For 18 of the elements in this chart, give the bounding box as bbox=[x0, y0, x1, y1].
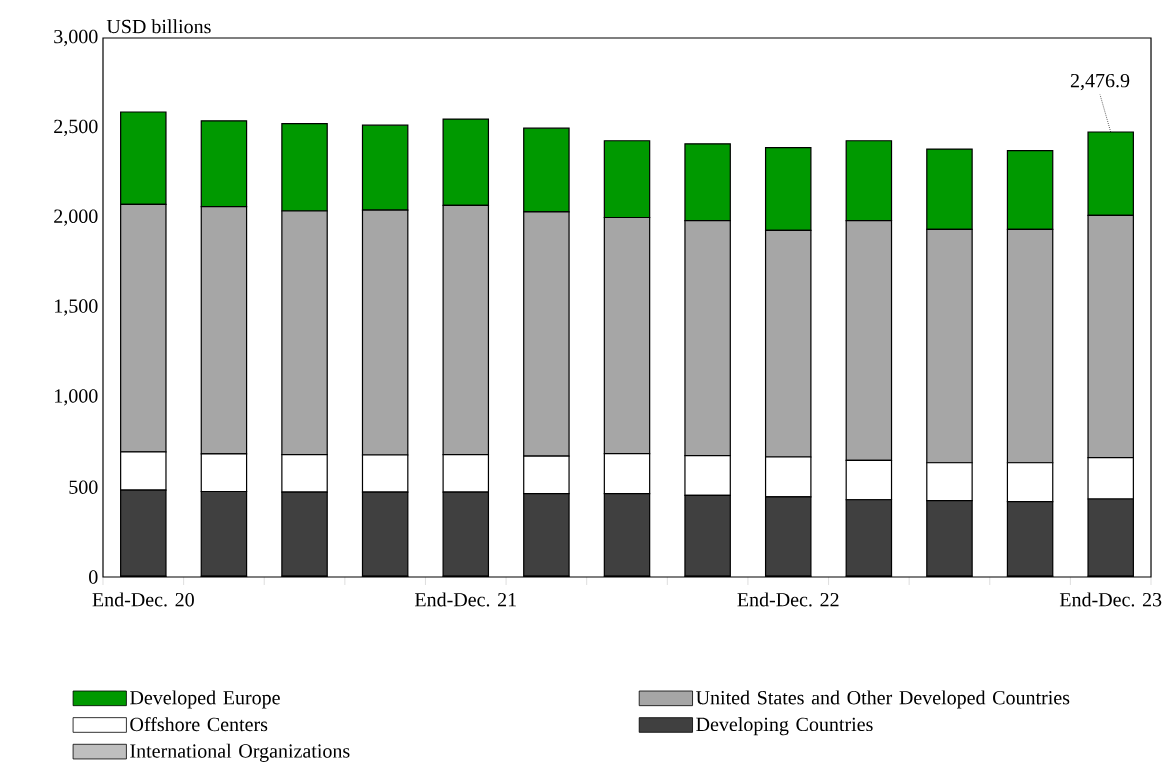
y-tick-label: 1,500 bbox=[55, 299, 98, 316]
y-tick-label: 1,000 bbox=[55, 389, 98, 406]
y-tick-label: 3,000 bbox=[54, 29, 98, 47]
y-axis-title: USD billions bbox=[106, 19, 211, 34]
y-tick-label: 0 bbox=[89, 570, 98, 584]
x-tick-label: End-Dec. 21 bbox=[414, 592, 516, 607]
y-tick-label: 500 bbox=[69, 480, 98, 494]
legend-label: International Organizations bbox=[130, 743, 350, 762]
y-tick-label: 2,000 bbox=[54, 209, 98, 226]
legend-label: Developed Europe bbox=[130, 690, 280, 709]
legend-label: Developing Countries bbox=[696, 717, 873, 736]
x-tick-label: End-Dec. 22 bbox=[737, 592, 839, 607]
x-tick-label: End-Dec. 23 bbox=[1059, 592, 1162, 607]
annotation: 2,476.9 bbox=[1070, 73, 1130, 91]
legend-label: United States and Other Developed Countries bbox=[696, 690, 1070, 709]
x-tick-label: End-Dec. 20 bbox=[92, 592, 194, 607]
y-tick-label: 2,500 bbox=[54, 119, 98, 137]
legend-label: Offshore Centers bbox=[130, 716, 268, 732]
